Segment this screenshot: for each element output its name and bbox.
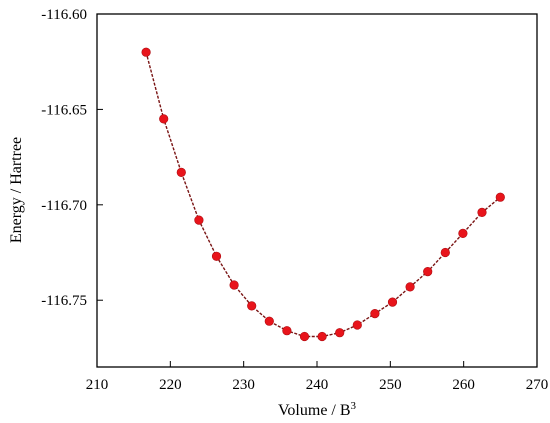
data-point: [282, 326, 292, 336]
x-tick-label: 250: [379, 377, 402, 393]
data-points: [141, 47, 505, 342]
data-point: [159, 114, 169, 124]
data-point: [335, 328, 345, 338]
data-point: [477, 207, 487, 217]
x-tick-label: 220: [159, 377, 182, 393]
data-point: [176, 167, 186, 177]
data-point: [405, 282, 415, 292]
data-point: [440, 247, 450, 258]
data-point: [229, 280, 239, 290]
x-tick-label: 270: [526, 377, 549, 393]
data-point: [264, 316, 274, 326]
data-point: [352, 320, 362, 330]
x-axis-title: Volume / B3: [278, 400, 357, 419]
data-point: [141, 47, 151, 57]
plot-frame: [96, 13, 538, 368]
y-axis-ticks: -116.60 -116.65 -116.70 -116.75: [41, 7, 103, 309]
y-tick-label: -116.75: [41, 293, 87, 309]
x-tick-label: 240: [306, 377, 329, 393]
data-point: [423, 267, 433, 277]
y-tick-label: -116.70: [41, 198, 87, 214]
data-point: [458, 228, 468, 238]
energy-curve-line: [145, 52, 501, 338]
data-point: [495, 192, 505, 202]
data-point: [299, 331, 310, 342]
data-point: [211, 251, 222, 261]
y-tick-label: -116.60: [41, 7, 87, 23]
data-point: [317, 331, 327, 342]
data-point: [370, 309, 380, 319]
x-tick-label: 260: [452, 377, 475, 393]
x-tick-label: 210: [86, 377, 109, 393]
data-point: [387, 297, 398, 307]
y-tick-label: -116.65: [41, 102, 87, 118]
data-point: [194, 215, 204, 225]
data-point: [247, 301, 257, 311]
x-axis-ticks: 210 220 230 240 250 260 270: [86, 361, 549, 393]
y-axis-title: Energy / Hartree: [8, 137, 25, 243]
x-tick-label: 230: [232, 377, 255, 393]
